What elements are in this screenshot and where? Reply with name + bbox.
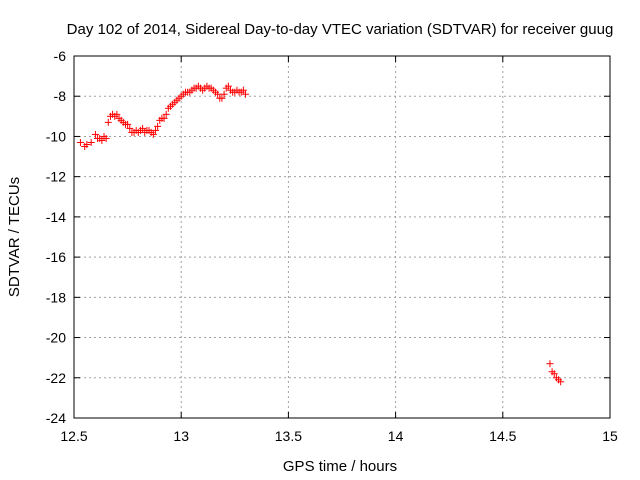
plot-frame <box>73 55 611 419</box>
y-tick-label: -20 <box>46 330 66 346</box>
x-tick-label: 13.5 <box>275 428 302 444</box>
data-point <box>83 140 91 148</box>
y-tick-label: -22 <box>46 370 66 386</box>
data-point <box>124 120 132 128</box>
data-point <box>550 370 558 378</box>
data-point <box>546 360 554 368</box>
y-axis-label: SDTVAR / TECUs <box>6 177 23 297</box>
data-point <box>239 86 247 94</box>
x-tick-label: 12.5 <box>60 428 87 444</box>
y-tick-label: -14 <box>46 209 66 225</box>
data-point <box>557 378 565 386</box>
data-point <box>91 130 99 138</box>
data-point <box>76 138 84 146</box>
y-tick-label: -8 <box>54 88 67 104</box>
data-point <box>151 126 159 134</box>
y-tick-label: -16 <box>46 249 66 265</box>
data-point <box>139 124 147 132</box>
data-point <box>220 90 228 98</box>
data-point <box>160 114 168 122</box>
x-tick-label: 14.5 <box>489 428 516 444</box>
data-point <box>87 138 95 146</box>
data-point <box>218 94 226 102</box>
x-tick-label: 14 <box>388 428 404 444</box>
y-tick-label: -6 <box>54 48 67 64</box>
data-point <box>98 136 106 144</box>
data-points <box>76 82 565 386</box>
data-point <box>102 134 110 142</box>
data-point <box>162 110 170 118</box>
data-point <box>214 90 222 98</box>
x-tick-label: 13 <box>173 428 189 444</box>
chart-title: Day 102 of 2014, Sidereal Day-to-day VTE… <box>67 21 614 38</box>
tick-labels: 12.5 13 13.5 14 14.5 15 -24 -22 -20 -18 -16 -14 -12 -… <box>46 48 618 444</box>
y-tick-label: -10 <box>46 128 66 144</box>
data-point <box>113 110 121 118</box>
y-tick-label: -12 <box>46 169 66 185</box>
y-tick-label: -18 <box>46 289 66 305</box>
data-point <box>104 118 112 126</box>
data-point <box>126 124 134 132</box>
x-tick-label: 15 <box>602 428 618 444</box>
data-point <box>242 90 250 98</box>
x-axis-label: GPS time / hours <box>283 458 397 475</box>
data-point <box>149 130 157 138</box>
y-tick-label: -24 <box>46 410 66 426</box>
grid <box>74 56 610 418</box>
data-point <box>224 82 232 90</box>
data-point <box>154 122 162 130</box>
